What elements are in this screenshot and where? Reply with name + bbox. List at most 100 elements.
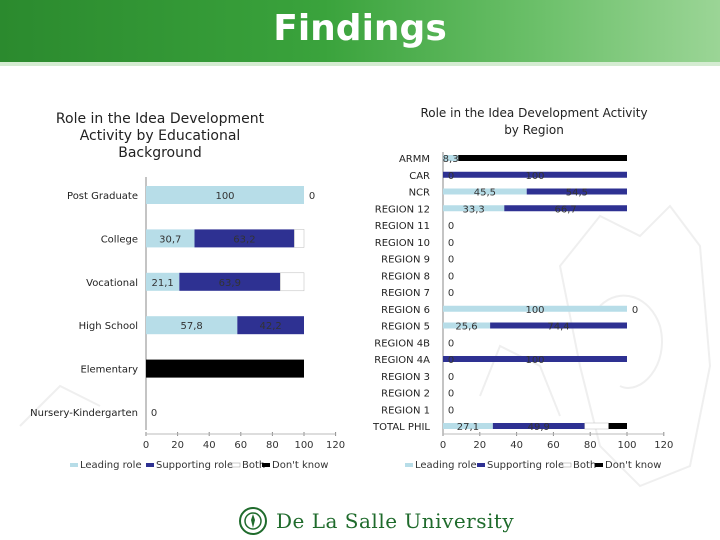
data-label-region-4a-leading-role: 0 [448, 355, 454, 366]
data-label-region-10-leading-role: 0 [448, 238, 454, 249]
legend-label-don-t-know: Don't know [605, 460, 661, 471]
data-label-region-7-leading-role: 0 [448, 288, 454, 299]
category-label-ncr: NCR [409, 188, 430, 199]
legend-swatch-both [562, 462, 572, 468]
category-label-region-12: REGION 12 [375, 204, 430, 215]
bar-armm-don-t-know [458, 155, 627, 161]
bar-total-phil-both [584, 422, 609, 430]
data-label-nursery-kindergarten-leading-role: 0 [151, 408, 157, 419]
data-label-region-4a-supporting-role: 100 [525, 355, 544, 366]
bar-college-both [294, 229, 305, 248]
data-label-ncr-leading-role: 45,5 [474, 188, 496, 199]
x-tick-label-20: 20 [473, 440, 486, 451]
data-label-region-8-leading-role: 0 [448, 271, 454, 282]
title-banner [0, 0, 720, 62]
seal-icon [239, 507, 267, 535]
bar-region-5-leading-role [443, 322, 491, 329]
data-label-region-12-leading-role: 33,3 [463, 204, 485, 215]
bar-region-5-supporting-role [490, 322, 627, 329]
category-label-region-1: REGION 1 [381, 405, 430, 416]
data-label-total-phil-leading-role: 27,1 [457, 422, 479, 433]
footer-logo: De La Salle University [238, 504, 514, 538]
data-label-armm-leading-role: 8,3 [443, 154, 459, 165]
bar-region-4a-supporting-role [443, 356, 627, 362]
legend-swatch-supporting-role [477, 463, 485, 467]
legend-label-supporting-role: Supporting role [487, 460, 564, 471]
category-label-region-3: REGION 3 [381, 372, 430, 383]
legend-swatch-supporting-role [146, 463, 154, 467]
left-chart-title-line-2: Activity by Educational [80, 128, 241, 144]
data-label-region-6-supporting-role: 0 [632, 305, 638, 316]
bar-region-6-leading-role [443, 305, 627, 312]
x-tick-label-120: 120 [654, 440, 673, 451]
right-chart-title-line-1: Role in the Idea Development Activity [420, 106, 647, 120]
bar-armm-leading-role [443, 155, 459, 161]
x-tick-label-40: 40 [510, 440, 523, 451]
bar-ncr-supporting-role [526, 188, 627, 195]
data-label-region-3-leading-role: 0 [448, 372, 454, 383]
data-label-high-school-leading-role: 57,8 [181, 321, 203, 332]
legend-label-don-t-know: Don't know [272, 460, 328, 471]
legend-swatch-both [231, 462, 241, 468]
data-label-ncr-supporting-role: 54,5 [566, 188, 588, 199]
category-label-post-graduate: Post Graduate [67, 191, 138, 202]
data-label-post-graduate-leading-role: 100 [215, 191, 234, 202]
data-label-region-12-supporting-role: 66,7 [555, 204, 577, 215]
data-label-vocational-leading-role: 21,1 [152, 278, 174, 289]
bar-ncr-leading-role [443, 188, 527, 195]
bar-car-supporting-role [443, 171, 627, 178]
category-label-region-4a: REGION 4A [374, 355, 430, 366]
category-label-region-4b: REGION 4B [374, 338, 430, 349]
legend-swatch-leading-role [70, 463, 78, 467]
bar-high-school-supporting-role [237, 316, 304, 335]
bar-total-phil-supporting-role [492, 423, 585, 429]
x-tick-label-40: 40 [203, 440, 216, 451]
left-chart-title-line-1: Role in the Idea Development [56, 111, 265, 127]
data-label-post-graduate-supporting-role: 0 [309, 191, 315, 202]
bar-elementary-don-t-know [146, 359, 304, 378]
category-label-car: CAR [409, 171, 430, 182]
category-label-region-6: REGION 6 [381, 305, 430, 316]
footer-brand: De La Salle University [276, 509, 515, 533]
data-label-college-leading-role: 30,7 [159, 234, 181, 245]
data-label-region-1-leading-role: 0 [448, 405, 454, 416]
category-label-region-2: REGION 2 [381, 389, 430, 400]
data-label-region-2-leading-role: 0 [448, 389, 454, 400]
data-label-region-6-leading-role: 100 [525, 305, 544, 316]
banner-stripe [0, 62, 720, 66]
legend-label-leading-role: Leading role [415, 460, 477, 471]
x-tick-label-0: 0 [143, 440, 149, 451]
category-label-total-phil: TOTAL PHIL [372, 422, 430, 433]
legend-label-both: Both [573, 460, 596, 471]
category-label-college: College [101, 234, 138, 245]
bar-vocational-both [280, 272, 305, 292]
x-tick-label-20: 20 [171, 440, 184, 451]
category-label-region-9: REGION 9 [381, 255, 430, 266]
category-label-region-7: REGION 7 [381, 288, 430, 299]
legend-label-supporting-role: Supporting role [156, 460, 233, 471]
data-label-region-11-leading-role: 0 [448, 221, 454, 232]
x-tick-label-0: 0 [440, 440, 446, 451]
category-label-armm: ARMM [399, 154, 430, 165]
category-label-region-11: REGION 11 [375, 221, 430, 232]
x-tick-label-60: 60 [547, 440, 560, 451]
x-tick-label-80: 80 [266, 440, 279, 451]
category-label-region-5: REGION 5 [381, 322, 430, 333]
bar-vocational-leading-role [146, 272, 180, 291]
category-label-nursery-kindergarten: Nursery-Kindergarten [30, 408, 138, 419]
category-label-vocational: Vocational [86, 278, 138, 289]
bar-college-supporting-role [194, 229, 295, 248]
x-tick-label-80: 80 [584, 440, 597, 451]
x-tick-label-100: 100 [617, 440, 636, 451]
data-label-car-supporting-role: 100 [525, 171, 544, 182]
data-label-vocational-supporting-role: 63,9 [219, 278, 241, 289]
category-label-region-8: REGION 8 [381, 271, 430, 282]
category-label-region-10: REGION 10 [375, 238, 430, 249]
legend-swatch-leading-role [405, 463, 413, 467]
legend-label-leading-role: Leading role [80, 460, 142, 471]
bar-total-phil-leading-role [443, 423, 493, 429]
x-tick-label-120: 120 [326, 440, 345, 451]
x-tick-label-100: 100 [294, 440, 313, 451]
data-label-region-4b-leading-role: 0 [448, 338, 454, 349]
